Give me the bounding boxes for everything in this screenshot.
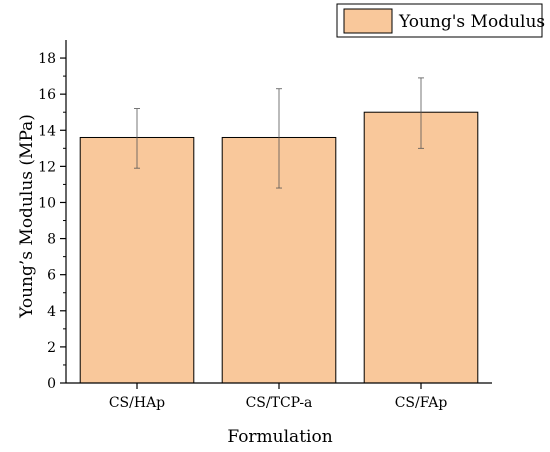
bar [363,111,479,384]
legend-label: Young's Modulus [398,12,545,32]
legend-swatch [343,8,393,34]
legend: Young's Modulus [336,3,545,38]
x-ticks-group: CS/HAp CS/TCP-a CS/FAp [109,383,447,411]
y-tick-label: 16 [38,87,56,103]
y-tick-label: 14 [38,123,56,139]
y-tick-label: 12 [38,159,56,175]
x-tick-label: CS/HAp [109,395,165,411]
y-axis-title: Young’s Modulus (MPa) [17,114,37,319]
error-bars-group [134,77,424,189]
y-tick-label: 10 [38,195,56,211]
x-axis-title: Formulation [227,427,332,447]
y-tick-label: 0 [47,376,56,392]
y-tick-label: 18 [38,51,56,67]
y-tick-label: 6 [47,268,56,284]
y-tick-label: 4 [47,304,56,320]
y-tick-label: 2 [47,340,56,356]
y-tick-label: 8 [47,232,56,248]
x-tick-label: CS/TCP-a [246,395,313,411]
x-tick-label: CS/FAp [395,395,448,411]
y-ticks-group: 0 2 4 6 8 10 12 14 16 18 [38,51,66,392]
bar [79,136,195,384]
